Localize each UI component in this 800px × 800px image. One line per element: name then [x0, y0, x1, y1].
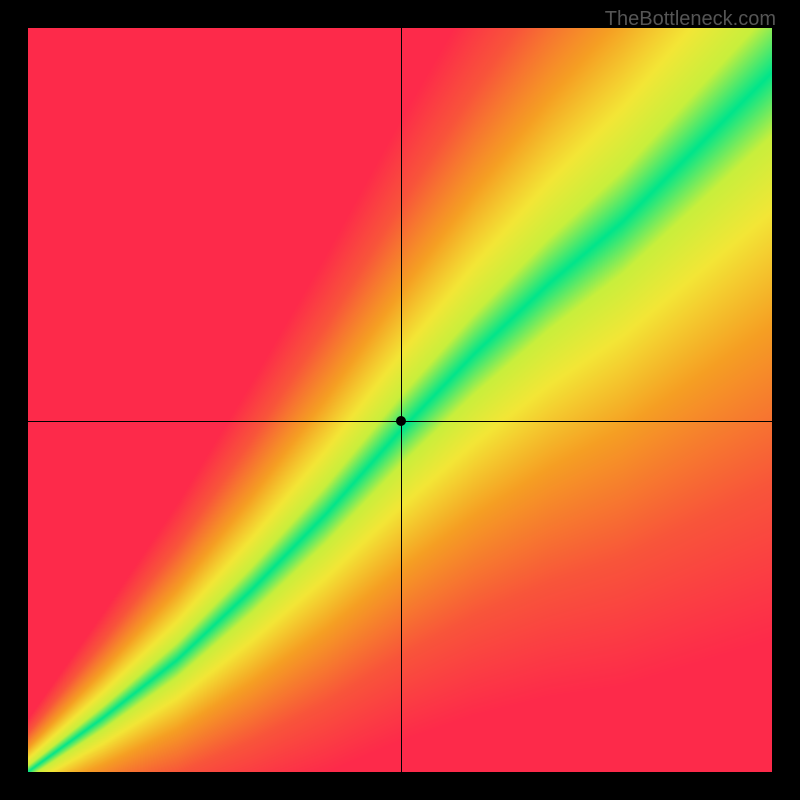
crosshair-marker — [396, 416, 406, 426]
watermark-text: TheBottleneck.com — [605, 8, 776, 31]
heatmap-canvas — [28, 28, 772, 772]
chart-container: TheBottleneck.com — [0, 0, 800, 800]
crosshair-vertical — [401, 28, 402, 772]
chart-plot-area — [28, 28, 772, 772]
